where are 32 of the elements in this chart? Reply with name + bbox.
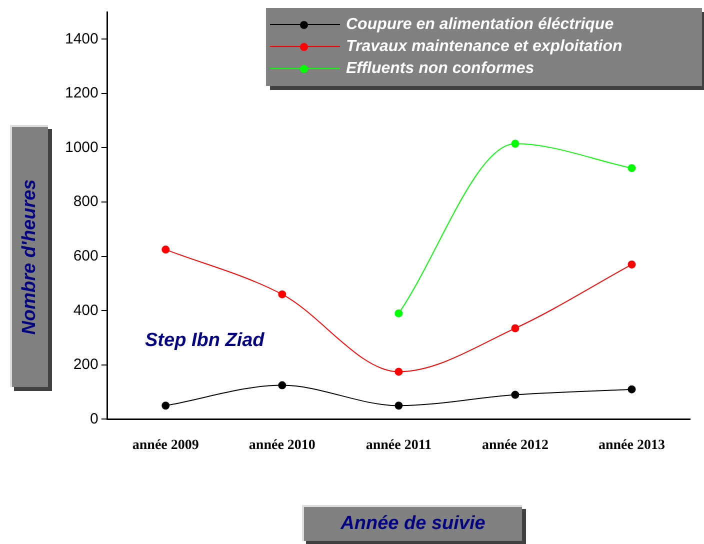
y-tick-label: 600 (73, 247, 98, 264)
x-tick-label: année 2013 (598, 438, 665, 454)
x-tick-label: année 2009 (132, 438, 199, 454)
y-tick-label: 200 (73, 356, 98, 374)
legend-label: Effluents non conformes (346, 60, 534, 78)
point (394, 402, 403, 410)
legend-label: Travaux maintenance et exploitation (346, 38, 622, 56)
point (628, 260, 636, 268)
point (628, 164, 636, 172)
y-tick-label: 1400 (64, 30, 98, 48)
legend-label: Coupure en alimentation éléctrique (346, 16, 614, 34)
point (162, 402, 170, 410)
point (278, 381, 286, 390)
x-axis-title: Année de suivie (302, 505, 522, 541)
point (511, 390, 520, 399)
point (511, 324, 520, 332)
x-tick-label: année 2011 (366, 438, 432, 454)
x-tick-label: année 2010 (248, 438, 316, 454)
point (511, 140, 520, 148)
point (394, 309, 403, 318)
point (628, 385, 636, 394)
y-tick-label: 1000 (64, 138, 98, 156)
x-tick-label: année 2012 (482, 438, 548, 454)
point (162, 246, 170, 254)
point (394, 368, 403, 376)
y-tick-label: 400 (73, 302, 98, 319)
y-tick-label: 0 (90, 410, 98, 428)
y-tick-label: 800 (73, 193, 98, 210)
y-axis-title: Nombre d'heures (19, 179, 41, 335)
point (278, 290, 286, 298)
y-tick-label: 1200 (64, 84, 98, 102)
annotation: Step Ibn Ziad (145, 330, 264, 352)
